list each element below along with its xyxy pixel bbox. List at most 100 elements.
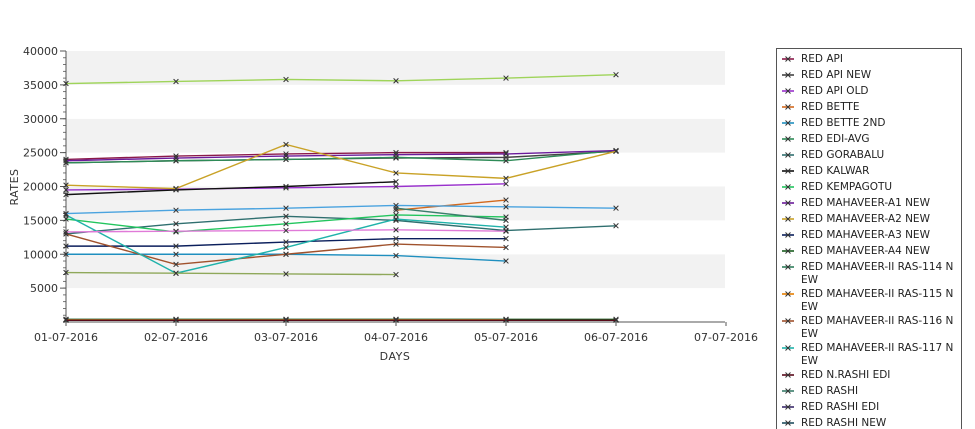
x-tick-label: 04-07-2016 [364,331,428,344]
data-point-marker [63,269,69,276]
legend-label: RED RASHI [801,385,859,397]
grid-band [66,84,725,119]
legend-item[interactable]: RED EDI-AVG [777,133,961,148]
legend-label: RED MAHAVEER-II RAS-117 NEW [801,342,954,367]
series-line [65,143,617,190]
data-point-marker [63,229,69,235]
legend-item[interactable]: RED RASHI EDI [777,401,961,416]
data-point-marker [173,317,179,324]
y-tick-label: 10000 [23,248,58,261]
grid-band [66,118,725,153]
data-point-marker [393,252,399,259]
legend-item[interactable]: RED RASHI [777,385,961,400]
data-point-marker [393,227,399,233]
data-point-marker [393,183,399,190]
legend-item[interactable]: RED KEMPAGOTU [777,181,961,196]
legend-item[interactable]: RED GORABALU [777,149,961,164]
legend-item[interactable]: RED RASHI NEW [777,417,961,429]
data-point-marker [63,80,69,87]
legend-label: RED MAHAVEER-A2 NEW [801,213,930,225]
data-point-marker [613,205,619,211]
data-point-marker [63,182,69,188]
legend-item[interactable]: RED KALWAR [777,165,961,180]
series-lines [63,71,619,324]
y-tick-label: 20000 [23,181,58,194]
legend-item[interactable]: RED MAHAVEER-II RAS-115 NEW [777,288,961,314]
x-tick-label: 06-07-2016 [584,331,648,344]
legend-item[interactable]: RED API OLD [777,85,961,100]
legend-item[interactable]: RED BETTE 2ND [777,117,961,132]
chart-legend: RED API RED API NEW RED API OLD RED BETTE RE… [776,48,962,429]
legend-item[interactable]: RED MAHAVEER-II RAS-114 NEW [777,261,961,287]
legend-item[interactable]: RED BETTE [777,101,961,116]
legend-marker-icon [781,369,795,384]
data-point-marker [503,151,509,157]
y-tick-label: 40000 [23,45,58,58]
legend-label: RED MAHAVEER-II RAS-116 NEW [801,315,954,340]
data-point-marker [613,317,619,324]
legend-marker-icon [781,401,795,416]
legend-label: RED MAHAVEER-II RAS-114 NEW [801,261,954,286]
legend-item[interactable]: RED MAHAVEER-A3 NEW [777,229,961,244]
data-point-marker [63,251,69,258]
series-10 [63,141,619,192]
x-tick-label: 07-07-2016 [694,331,758,344]
legend-marker-icon [781,69,795,84]
legend-label: RED RASHI NEW [801,417,887,429]
legend-label: RED GORABALU [801,149,885,161]
data-point-marker [393,317,399,324]
data-point-marker [283,183,289,190]
data-point-marker [393,202,399,209]
legend-label: RED RASHI EDI [801,401,880,413]
data-point-marker [63,158,69,164]
legend-label: RED KALWAR [801,165,870,177]
legend-marker-icon [781,85,795,100]
legend-item[interactable]: RED MAHAVEER-A4 NEW [777,245,961,260]
legend-marker-icon [781,181,795,196]
legend-marker-icon [781,197,795,212]
data-point-marker [613,223,619,229]
data-point-marker [173,78,179,85]
data-point-marker [283,141,289,148]
legend-item[interactable]: RED API [777,53,961,68]
legend-item[interactable]: RED N.RASHI EDI [777,369,961,384]
series-17 [63,317,619,324]
legend-label: RED MAHAVEER-A1 NEW [801,197,930,209]
data-point-marker [393,271,399,278]
data-point-marker [393,212,399,218]
legend-marker-icon [781,165,795,180]
y-axis-title: RATES [8,168,21,205]
data-point-marker [393,179,399,185]
legend-label: RED BETTE 2ND [801,117,886,129]
series-line [65,215,617,235]
data-point-marker [63,317,69,324]
legend-label: RED API [801,53,843,65]
grid-band [66,51,725,85]
y-tick-label: 35000 [23,79,58,92]
data-point-marker [63,210,69,217]
legend-item[interactable]: RED MAHAVEER-II RAS-117 NEW [777,342,961,368]
legend-item[interactable]: RED MAHAVEER-A2 NEW [777,213,961,228]
legend-label: RED MAHAVEER-A3 NEW [801,229,930,241]
data-point-marker [503,197,509,203]
data-point-marker [63,187,69,193]
data-point-marker [503,224,509,230]
series-24 [63,227,509,235]
y-axis-ticks: 5000 10000 15000 20000 25000 30000 35000 40000 [23,45,66,295]
data-point-marker [503,228,509,234]
legend-marker-icon [781,229,795,244]
legend-marker-icon [781,342,795,357]
data-point-marker [173,228,179,234]
legend-marker-icon [781,385,795,400]
legend-item[interactable]: RED MAHAVEER-A1 NEW [777,197,961,212]
series-7 [63,179,399,198]
data-point-marker [283,271,289,277]
legend-item[interactable]: RED MAHAVEER-II RAS-116 NEW [777,315,961,341]
data-point-marker [283,205,289,211]
x-tick-label: 01-07-2016 [34,331,98,344]
legend-item[interactable]: RED API NEW [777,69,961,84]
data-point-marker [63,216,69,222]
data-point-marker [173,243,179,249]
data-point-marker [503,204,509,210]
data-point-marker [613,148,619,155]
